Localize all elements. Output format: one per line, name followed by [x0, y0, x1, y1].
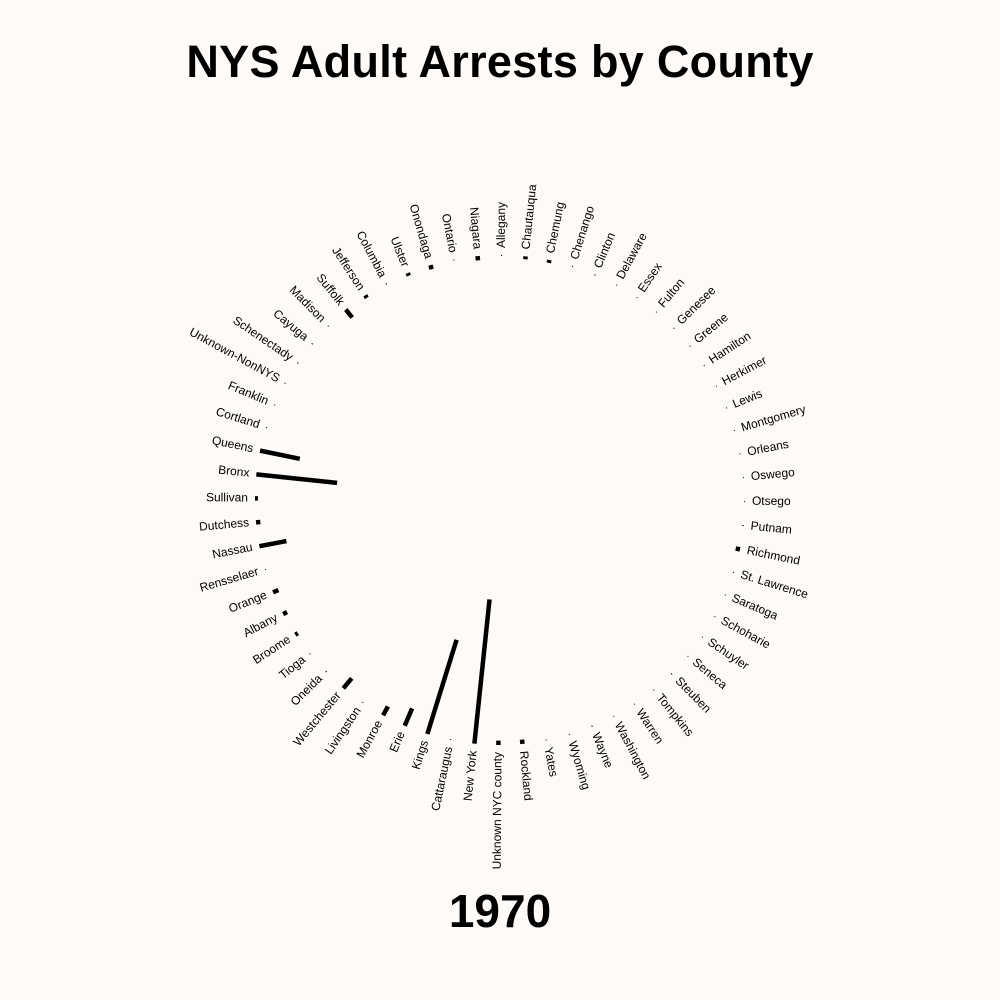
bar-albany	[282, 610, 289, 617]
label-franklin: Franklin	[226, 378, 271, 407]
label-cortland: Cortland	[214, 404, 261, 431]
bar-chemung	[546, 259, 552, 264]
bar-new-york	[472, 599, 492, 744]
labels-layer: BronxQueensCortlandFranklinUnknown-NonNY…	[187, 183, 810, 869]
bar-nassau	[258, 538, 287, 549]
label-tioga: Tioga	[276, 652, 308, 682]
bar-livingston	[362, 701, 364, 704]
bar-genesee	[673, 327, 675, 329]
bar-essex	[636, 296, 638, 299]
bars-layer	[254, 255, 745, 746]
label-dutchess: Dutchess	[199, 515, 250, 534]
label-bronx: Bronx	[218, 463, 251, 480]
bar-onondaga	[428, 264, 434, 270]
label-onondaga: Onondaga	[407, 202, 436, 260]
bar-wayne	[591, 725, 593, 728]
label-clinton: Clinton	[591, 230, 618, 270]
label-putnam: Putnam	[750, 519, 793, 537]
label-herkimer: Herkimer	[719, 353, 769, 388]
bar-broome	[294, 631, 300, 637]
label-suffolk: Suffolk	[314, 271, 348, 309]
bar-seneca	[687, 655, 689, 658]
label-yates: Yates	[541, 746, 560, 778]
label-otsego: Otsego	[752, 494, 791, 508]
label-ontario: Ontario	[439, 212, 460, 254]
label-saratoga: Saratoga	[730, 591, 781, 623]
label-niagara: Niagara	[467, 206, 485, 249]
label-warren: Warren	[633, 706, 666, 746]
bar-queens	[259, 448, 301, 462]
label-chemung: Chemung	[543, 201, 567, 255]
bar-bronx	[256, 472, 338, 486]
bar-warren	[633, 703, 636, 705]
bar-madison	[327, 325, 329, 327]
bar-kings	[425, 639, 459, 735]
label-fulton: Fulton	[655, 276, 687, 311]
bar-cayuga	[311, 342, 314, 345]
chart-title: NYS Adult Arrests by County	[186, 36, 814, 87]
label-allegany: Allegany	[494, 202, 508, 248]
label-orleans: Orleans	[746, 437, 790, 459]
bar-tompkins	[653, 689, 655, 691]
label-nassau: Nassau	[211, 540, 254, 561]
bar-schenectady	[296, 362, 299, 364]
bar-orange	[272, 588, 280, 595]
label-monroe: Monroe	[353, 717, 385, 760]
label-unknown-nyc-county: Unknown NYC county	[490, 752, 505, 869]
label-essex: Essex	[635, 260, 665, 295]
bar-schuyler	[701, 636, 704, 638]
label-albany: Albany	[241, 610, 280, 639]
bar-monroe	[381, 705, 390, 717]
label-queens: Queens	[211, 433, 255, 455]
label-erie: Erie	[387, 729, 408, 754]
bar-westchester	[341, 676, 354, 690]
label-richmond: Richmond	[746, 543, 802, 568]
bar-ulster	[405, 272, 411, 277]
bar-erie	[402, 707, 415, 727]
bar-fulton	[655, 311, 658, 313]
label-lewis: Lewis	[730, 386, 764, 411]
label-sullivan: Sullivan	[206, 490, 248, 504]
bar-hamilton	[703, 364, 705, 367]
bar-steuben	[670, 672, 673, 675]
bar-jefferson	[363, 294, 369, 300]
label-montgomery: Montgomery	[739, 402, 807, 434]
label-wayne: Wayne	[589, 730, 616, 770]
bar-suffolk	[344, 308, 354, 319]
label-greene: Greene	[691, 310, 731, 346]
label-chautauqua: Chautauqua	[519, 183, 540, 250]
label-kings: Kings	[409, 738, 431, 771]
bar-greene	[689, 345, 691, 347]
label-rensselaer: Rensselaer	[198, 564, 260, 595]
bar-columbia	[385, 282, 388, 285]
bar-richmond	[735, 546, 741, 552]
label-oswego: Oswego	[750, 465, 795, 483]
label-ulster: Ulster	[388, 235, 413, 269]
bar-clinton	[594, 274, 596, 276]
label-chenango: Chenango	[567, 204, 597, 261]
label-cattaraugus: Cattaraugus	[428, 745, 455, 812]
bar-tioga	[309, 653, 311, 655]
bar-oneida	[325, 670, 328, 673]
label-oneida: Oneida	[288, 671, 326, 708]
label-orange: Orange	[227, 588, 270, 616]
label-new-york: New York	[461, 749, 480, 802]
label-rockland: Rockland	[517, 750, 536, 801]
year-label: 1970	[448, 885, 552, 937]
label-wyoming: Wyoming	[566, 739, 594, 791]
